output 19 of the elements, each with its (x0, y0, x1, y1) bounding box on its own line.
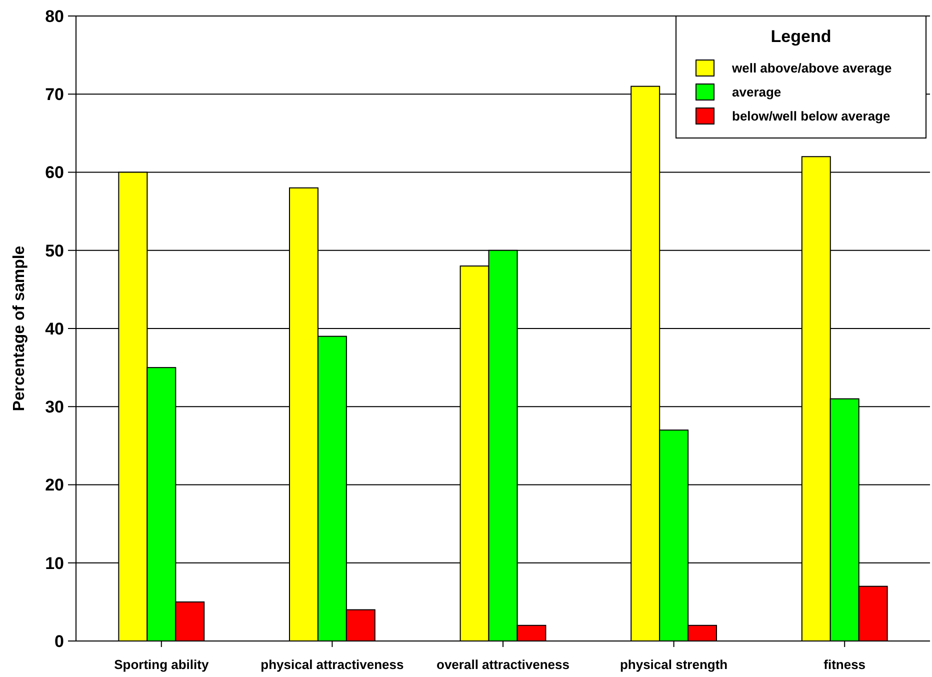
x-tick-label: physical strength (620, 657, 728, 672)
y-tick-label: 0 (54, 632, 64, 651)
legend-label: below/well below average (732, 108, 890, 124)
y-tick-label: 70 (45, 85, 64, 104)
legend-label: well above/above average (731, 60, 892, 76)
y-tick-label: 20 (45, 476, 64, 495)
legend-label: average (732, 84, 782, 100)
y-tick-label: 30 (45, 398, 64, 417)
y-tick-label: 80 (45, 6, 64, 26)
y-tick-label: 50 (45, 241, 64, 260)
x-tick-label: physical attractiveness (260, 657, 404, 672)
x-tick-label: fitness (824, 657, 866, 672)
x-tick-label: Sporting ability (114, 657, 210, 672)
y-tick-label: 10 (45, 554, 64, 573)
y-axis-title: Percentage of sample (11, 246, 28, 412)
y-tick-label: 40 (45, 319, 64, 338)
x-tick-label: overall attractiveness (436, 657, 570, 672)
y-tick-label: 60 (45, 163, 64, 182)
legend-title: Legend (770, 27, 832, 46)
